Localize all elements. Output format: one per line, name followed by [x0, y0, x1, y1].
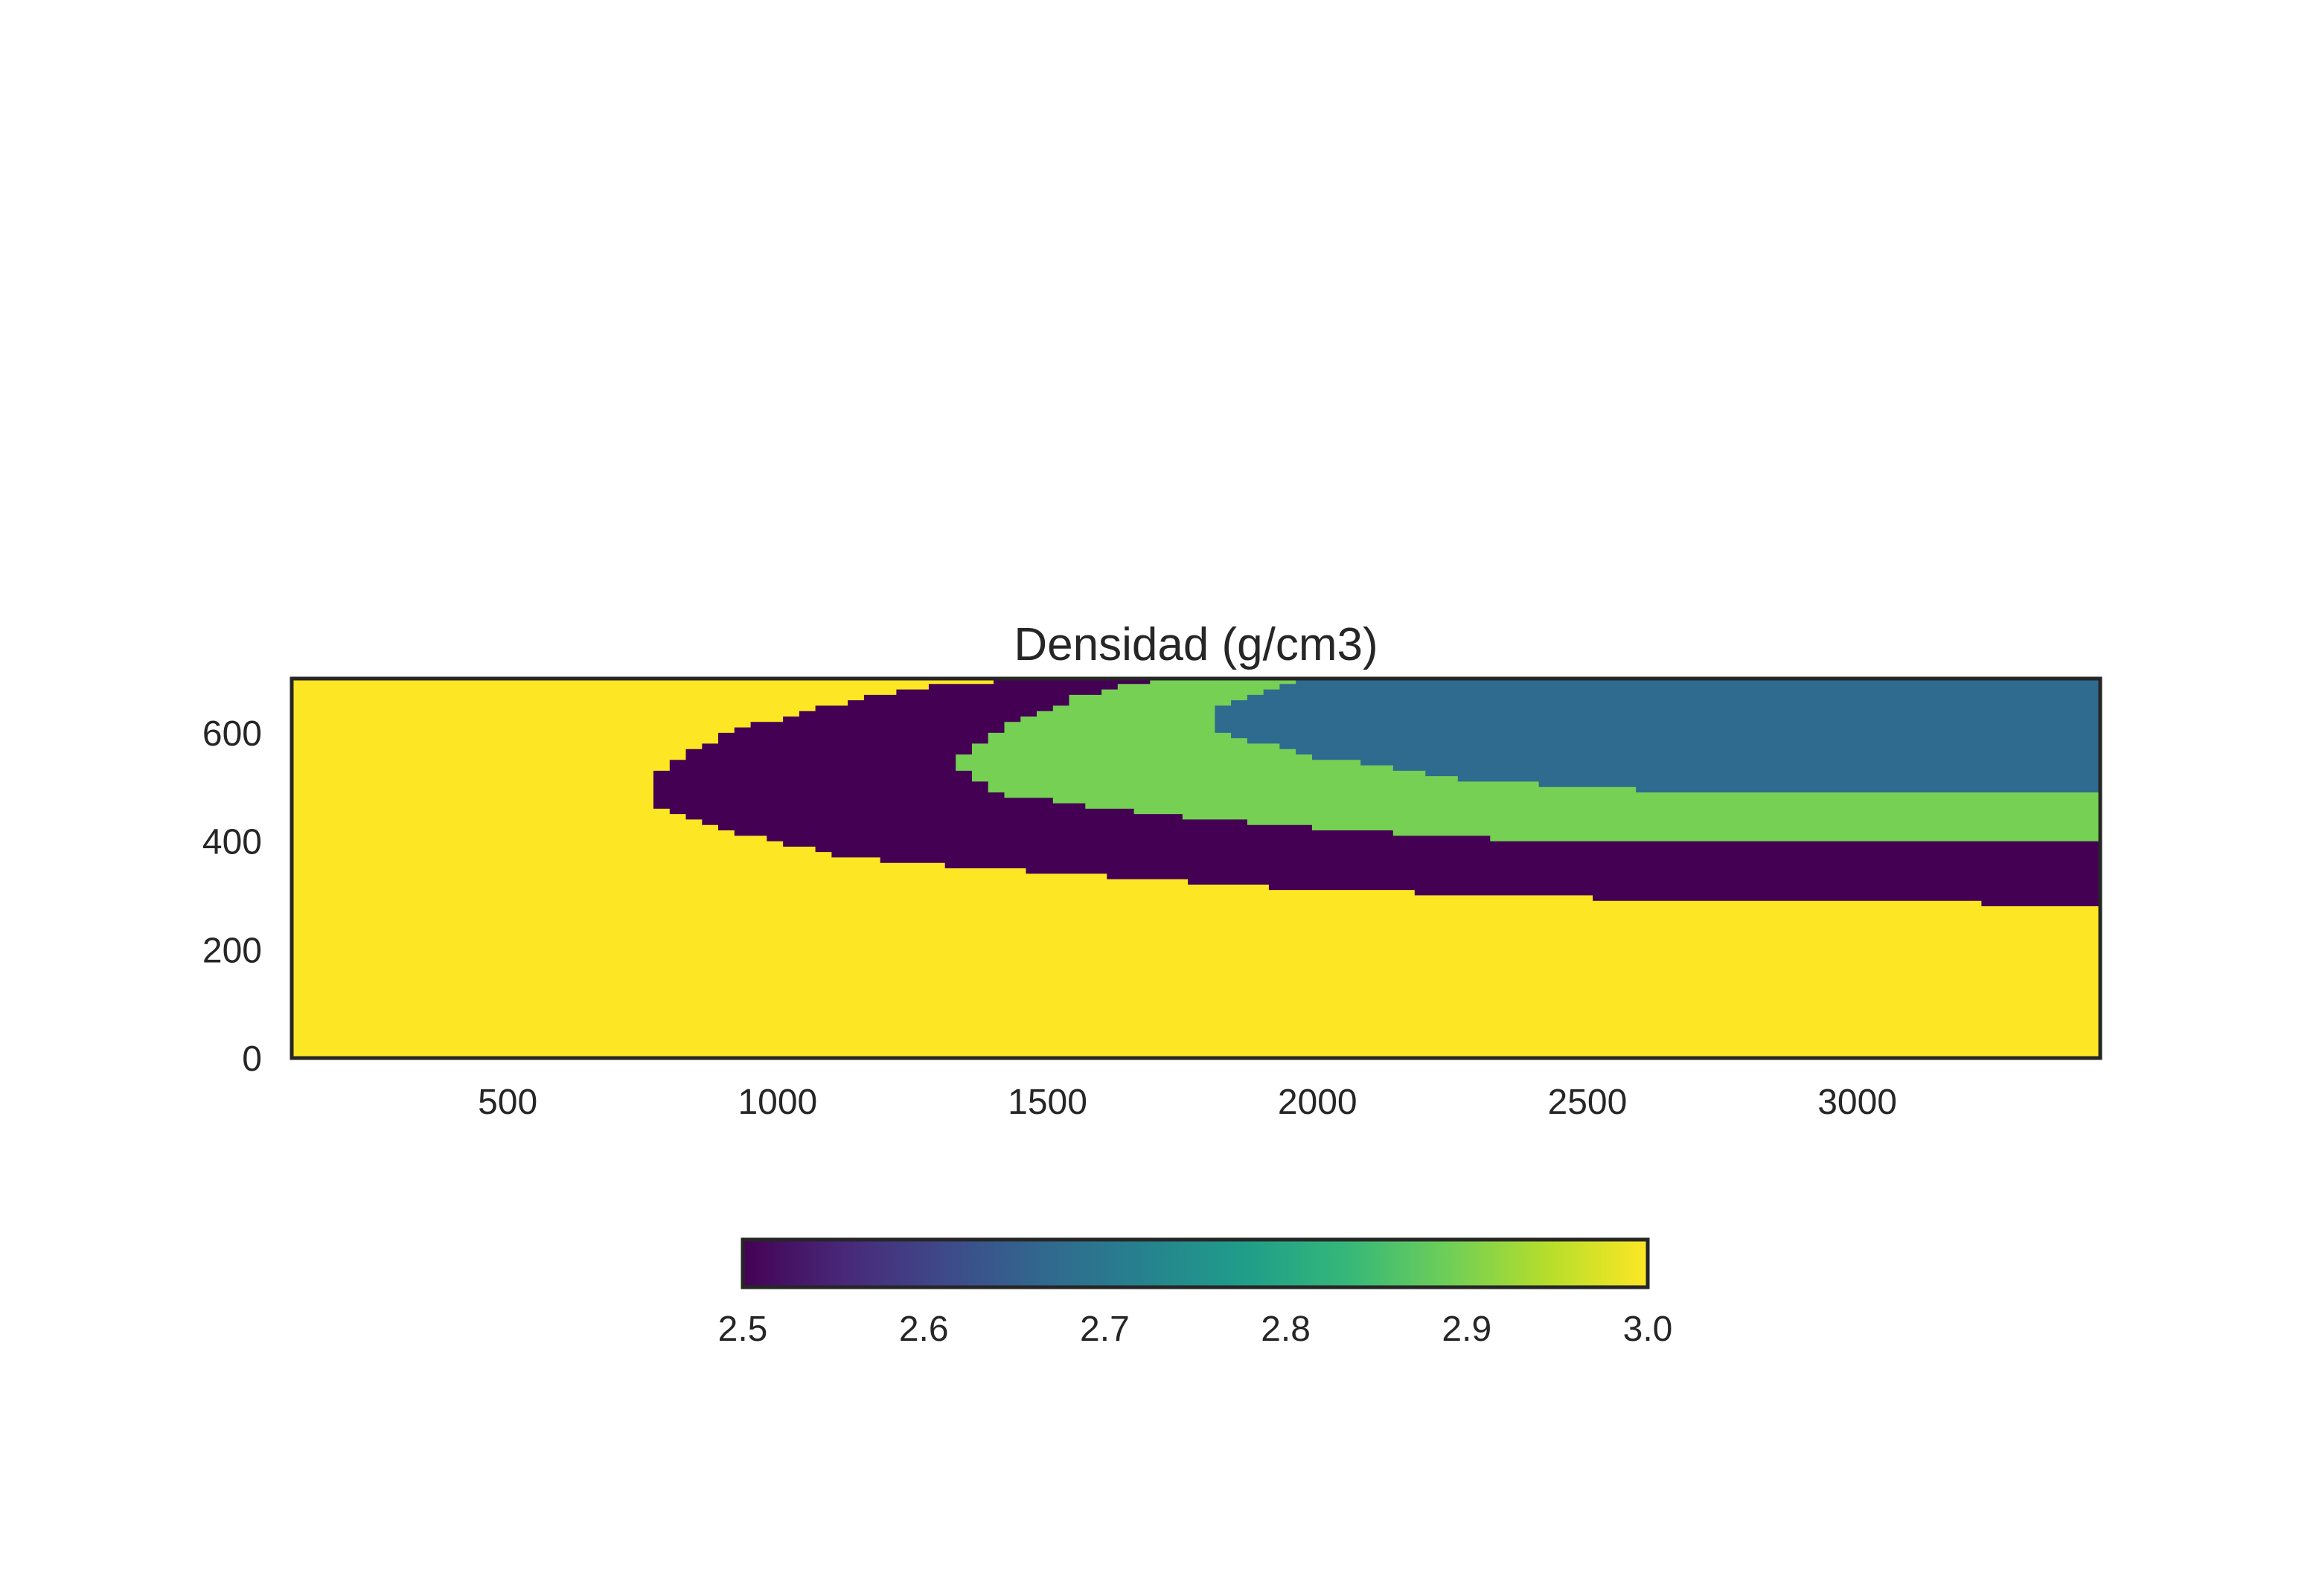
- plot-area: [290, 676, 2102, 1060]
- colorbar-tick-label: 2.7: [1080, 1310, 1130, 1349]
- colorbar-tick-label: 2.9: [1442, 1310, 1491, 1349]
- y-axis: 0 200 400 600: [202, 714, 262, 1079]
- y-tick-label: 600: [202, 714, 262, 754]
- density-layer-2.7: [1215, 679, 2100, 792]
- colorbar-tick-label: 2.8: [1261, 1310, 1311, 1349]
- colorbar-gradient: [741, 1237, 1650, 1289]
- x-tick-label: 2500: [1548, 1083, 1628, 1122]
- chart-title: Densidad (g/cm3): [1014, 619, 1378, 670]
- x-tick-label: 2000: [1278, 1083, 1357, 1122]
- x-tick-label: 1500: [1008, 1083, 1087, 1122]
- colorbar: 2.5 2.6 2.7 2.8 2.9 3.0: [718, 1237, 1673, 1349]
- colorbar-tick-label: 2.5: [718, 1310, 768, 1349]
- x-tick-label: 3000: [1817, 1083, 1897, 1122]
- colorbar-tick-label: 2.6: [899, 1310, 949, 1349]
- plot-frame: [290, 676, 2102, 1060]
- x-tick-label: 500: [478, 1083, 537, 1122]
- x-axis: 500 1000 1500 2000 2500 3000: [478, 1083, 1897, 1122]
- colorbar-tick-label: 3.0: [1623, 1310, 1673, 1349]
- y-tick-label: 200: [202, 931, 262, 970]
- y-tick-label: 400: [202, 823, 262, 862]
- x-tick-label: 1000: [738, 1083, 817, 1122]
- y-tick-label: 0: [242, 1039, 262, 1079]
